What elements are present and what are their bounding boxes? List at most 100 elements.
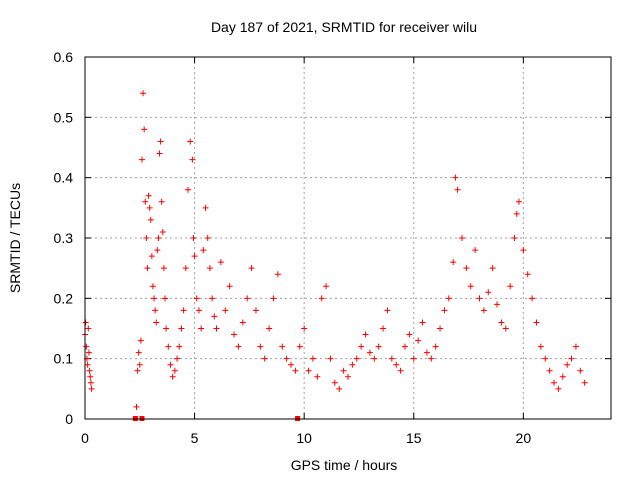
data-point	[288, 361, 295, 368]
data-point	[88, 385, 95, 392]
data-point	[546, 367, 553, 374]
data-point	[266, 325, 273, 332]
data-point	[153, 319, 160, 326]
y-tick-label: 0.1	[54, 351, 74, 367]
y-tick-label: 0.5	[54, 109, 74, 125]
y-tick-label: 0.6	[54, 49, 74, 65]
data-point	[551, 379, 558, 386]
data-point	[292, 367, 299, 374]
y-axis-ticks: 0 0.1 0.2 0.3 0.4 0.5 0.6	[54, 49, 611, 427]
data-point	[244, 295, 251, 302]
data-point	[148, 253, 155, 260]
data-point	[171, 367, 178, 374]
data-point	[362, 331, 369, 338]
data-point	[511, 235, 518, 241]
data-point	[252, 307, 259, 314]
data-point	[423, 349, 430, 356]
data-point	[384, 307, 391, 314]
data-point	[204, 235, 211, 241]
data-point	[217, 259, 224, 266]
data-point	[577, 367, 584, 374]
data-point	[155, 235, 162, 241]
data-point	[84, 361, 91, 368]
data-point	[353, 355, 360, 362]
data-point	[380, 325, 387, 332]
data-point	[152, 307, 159, 314]
data-point	[147, 216, 154, 223]
data-point	[154, 247, 161, 254]
data-point	[178, 325, 185, 332]
data-point	[309, 355, 316, 362]
data-point	[559, 373, 566, 380]
data-point	[270, 295, 277, 302]
data-point	[415, 337, 422, 344]
data-point	[283, 355, 290, 362]
data-point	[432, 343, 439, 350]
data-point	[174, 355, 181, 362]
data-point	[187, 138, 194, 145]
data-point	[327, 355, 334, 362]
data-point	[336, 385, 343, 392]
data-point	[86, 367, 93, 374]
data-point	[318, 295, 325, 302]
data-point	[82, 319, 89, 326]
data-point	[209, 295, 216, 302]
data-point	[331, 379, 338, 386]
data-point	[144, 265, 151, 272]
data-point	[340, 367, 347, 374]
data-point	[296, 343, 303, 350]
data-point	[375, 343, 382, 350]
data-point	[146, 204, 153, 211]
data-point	[274, 271, 281, 278]
data-point	[428, 355, 435, 362]
data-point	[520, 247, 527, 254]
data-point	[261, 355, 268, 362]
data-point	[366, 349, 373, 356]
data-point	[568, 355, 575, 362]
data-point	[222, 307, 229, 314]
data-point	[85, 349, 92, 356]
y-tick-label: 0.2	[54, 290, 74, 306]
data-point	[160, 265, 167, 272]
data-point	[134, 367, 141, 374]
data-point	[542, 355, 549, 362]
x-tick-label: 10	[296, 430, 312, 446]
data-point	[163, 325, 170, 332]
data-point	[182, 265, 189, 272]
data-point	[257, 343, 264, 350]
data-point	[156, 150, 163, 157]
data-point	[231, 331, 238, 338]
data-point	[180, 307, 187, 314]
data-point	[235, 343, 242, 350]
data-point	[87, 379, 94, 386]
data-point	[507, 283, 514, 290]
data-point	[410, 355, 417, 362]
data-point	[513, 210, 520, 217]
data-point	[151, 295, 158, 302]
data-point	[159, 228, 166, 235]
data-point	[463, 265, 470, 272]
data-point	[190, 235, 197, 241]
data-point	[314, 373, 321, 380]
data-point	[502, 325, 509, 332]
data-point	[480, 307, 487, 314]
data-point	[515, 198, 522, 205]
data-point	[472, 247, 479, 254]
data-point	[193, 295, 200, 302]
data-point	[145, 192, 152, 199]
data-point	[388, 355, 395, 362]
data-point	[279, 343, 286, 350]
data-point	[143, 235, 150, 241]
data-point	[458, 235, 465, 241]
data-point	[581, 379, 588, 386]
y-axis-label: SRMTID / TECUs	[7, 183, 23, 293]
data-point	[349, 361, 356, 368]
data-point	[200, 247, 207, 254]
data-point	[564, 361, 571, 368]
data-point	[323, 283, 330, 290]
data-point	[169, 373, 176, 380]
data-point	[345, 373, 351, 380]
data-point	[572, 343, 579, 350]
